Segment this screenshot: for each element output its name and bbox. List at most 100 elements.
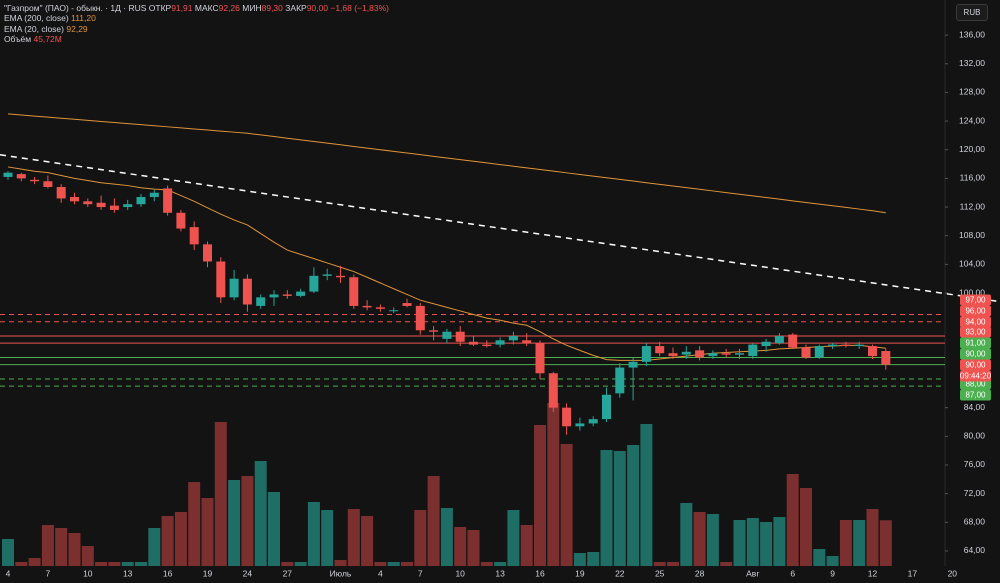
- change: −1,68 (−1,83%): [330, 3, 389, 13]
- legend-name: EMA (200, close): [4, 13, 69, 24]
- x-tick-label: 7: [46, 568, 51, 578]
- chip-bg: [960, 389, 991, 401]
- candle-body: [309, 275, 319, 292]
- volume-bar: [2, 539, 14, 566]
- candle-body: [216, 261, 226, 298]
- volume-bar: [773, 517, 786, 566]
- currency-button[interactable]: RUB: [956, 4, 988, 21]
- candle-body: [402, 303, 412, 306]
- candle-body: [455, 331, 465, 342]
- candle-body: [336, 275, 345, 278]
- volume-bar: [121, 562, 134, 566]
- volume-bar: [560, 444, 573, 566]
- price-chip: 90,00: [960, 359, 991, 371]
- volume-bar: [307, 502, 320, 566]
- volume-bar: [480, 562, 493, 566]
- volume-bar: [214, 422, 227, 566]
- volume-bar: [839, 520, 852, 566]
- volume-bar: [241, 476, 254, 566]
- candle-body: [256, 297, 266, 306]
- y-tick-label: 80,00: [964, 431, 986, 441]
- volume-bar: [613, 451, 626, 566]
- stat-label: ЗАКР: [285, 3, 307, 13]
- chip-label: 87,00: [965, 391, 986, 400]
- chip-label: 09:44:20: [960, 372, 992, 381]
- chip-bg: [960, 370, 991, 382]
- volume-bar: [28, 558, 41, 566]
- candle-body: [495, 340, 505, 345]
- legend-name: Объём: [4, 34, 32, 45]
- volume-bar: [294, 562, 307, 566]
- volume-bar: [866, 509, 879, 566]
- x-tick-label: Июль: [330, 568, 352, 578]
- candle-body: [109, 205, 119, 210]
- volume-bar: [108, 562, 121, 566]
- volume-bar: [68, 533, 81, 566]
- volume-bar: [786, 474, 799, 566]
- volume-bar: [720, 562, 733, 566]
- ema-line: [7, 113, 886, 214]
- volume-bar: [55, 528, 68, 566]
- candle-body: [482, 344, 492, 347]
- chip-label: 97,00: [965, 296, 986, 305]
- candle-body: [469, 341, 478, 345]
- candle-body: [575, 423, 585, 427]
- candle-body: [83, 201, 93, 205]
- volume-bar: [281, 562, 294, 566]
- candle-body: [229, 278, 239, 298]
- y-tick-label: 120,00: [959, 144, 985, 154]
- y-tick-label: 112,00: [960, 201, 986, 211]
- chip-bg: [960, 348, 991, 360]
- candle-body: [176, 212, 186, 229]
- volume-bar: [201, 498, 214, 566]
- chip-bg: [960, 294, 991, 306]
- volume-bar: [879, 520, 892, 566]
- volume-bar: [547, 403, 560, 566]
- candle-body: [788, 334, 798, 348]
- candle-body: [442, 331, 452, 339]
- stat-value: 89,30: [261, 3, 283, 13]
- price-chip: 94,00: [960, 316, 991, 328]
- x-tick-label: 13: [123, 568, 133, 578]
- volume-bar: [228, 480, 241, 566]
- x-tick-label: 24: [243, 568, 253, 578]
- volume-bar: [440, 508, 453, 566]
- legend-name: EMA (20, close): [4, 23, 64, 34]
- candle-body: [362, 305, 372, 308]
- chip-label: 93,00: [965, 328, 986, 337]
- chip-label: 88,00: [965, 380, 986, 389]
- candle-body: [562, 407, 572, 427]
- x-tick-label: 4: [6, 568, 11, 578]
- y-tick-label: 136,00: [959, 29, 985, 39]
- volume-bar: [467, 530, 480, 566]
- price-chip: 87,00: [960, 389, 991, 401]
- candle-body: [375, 307, 385, 309]
- candle-body: [655, 346, 665, 354]
- volume-bar: [653, 562, 666, 566]
- x-tick-label: 7: [418, 568, 423, 578]
- legend-row: EMA (200, close) 111,20: [4, 13, 389, 23]
- x-tick-label: 25: [655, 568, 665, 578]
- candle-body: [322, 274, 332, 276]
- chip-bg: [960, 316, 991, 328]
- candle-body: [748, 344, 758, 357]
- x-tick-label: 28: [695, 568, 705, 578]
- y-tick-label: 132,00: [959, 58, 985, 68]
- chip-label: 90,00: [965, 361, 986, 370]
- price-chip: 90,00: [960, 348, 991, 360]
- volume-bar: [600, 450, 613, 566]
- candle-body: [269, 294, 279, 298]
- volume-bar: [174, 512, 187, 566]
- y-tick-label: 104,00: [959, 259, 985, 269]
- price-chip: 09:44:20: [960, 370, 992, 382]
- volume-bar: [95, 562, 108, 566]
- trend-line: [0, 154, 1000, 303]
- candle-body: [602, 394, 611, 420]
- candle-body: [296, 291, 306, 296]
- volume-bar: [693, 512, 706, 566]
- stat-value: 92,26: [218, 3, 240, 13]
- volume-bar: [414, 510, 427, 566]
- volume-bar: [427, 476, 440, 566]
- price-chip: 97,00: [960, 294, 991, 306]
- volume-bar: [268, 492, 280, 566]
